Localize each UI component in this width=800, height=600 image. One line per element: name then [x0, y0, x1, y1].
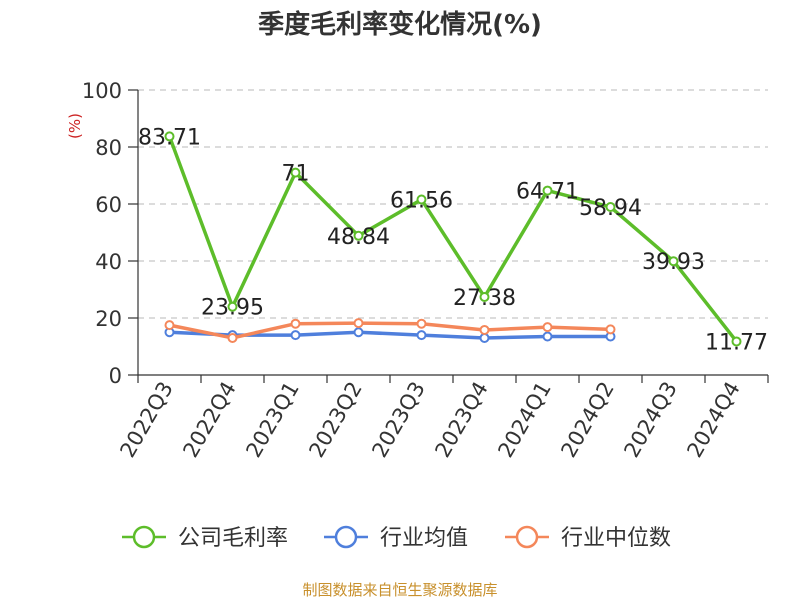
legend-swatch-marker — [334, 525, 358, 549]
data-label: 83.71 — [138, 125, 201, 150]
data-label: 61.56 — [390, 189, 453, 214]
series-line-0 — [167, 135, 738, 343]
x-tick-label: 2023Q2 — [304, 378, 366, 462]
data-point — [290, 330, 301, 341]
data-point — [353, 318, 364, 329]
data-point — [290, 318, 301, 329]
legend-swatch-marker — [132, 525, 156, 549]
y-tick-label: 80 — [95, 136, 122, 160]
legend-label: 公司毛利率 — [178, 526, 288, 551]
y-axis-title: (%) — [66, 113, 84, 139]
grid-lines — [138, 89, 768, 319]
x-tick-label: 2024Q1 — [493, 378, 555, 462]
data-label: 11.77 — [705, 330, 768, 355]
data-label: 48.84 — [327, 225, 390, 250]
legend-label: 行业均值 — [380, 526, 468, 551]
legend-label: 行业中位数 — [561, 526, 671, 551]
x-tick-label: 2024Q4 — [682, 378, 744, 462]
data-point — [416, 330, 427, 341]
x-tick-label: 2023Q1 — [241, 378, 303, 462]
data-point — [542, 331, 553, 342]
x-tick-label: 2023Q4 — [430, 378, 492, 462]
legend-swatch-marker — [515, 525, 539, 549]
legend: 公司毛利率 行业均值 行业中位数 — [122, 525, 671, 551]
x-tick-label: 2024Q2 — [556, 378, 618, 462]
data-point — [479, 324, 490, 335]
data-point — [353, 327, 364, 338]
data-point — [353, 230, 364, 241]
y-tick-label: 40 — [95, 250, 122, 274]
y-tick-label: 20 — [95, 307, 122, 331]
data-point — [605, 202, 616, 213]
data-point — [227, 332, 238, 343]
data-point — [542, 185, 553, 196]
data-point — [479, 291, 490, 302]
data-point — [164, 320, 175, 331]
data-point — [605, 324, 616, 335]
data-label: 58.94 — [579, 196, 642, 221]
data-label: 64.71 — [516, 180, 579, 205]
x-tick-label: 2022Q3 — [115, 378, 177, 462]
data-label: 39.93 — [642, 250, 705, 275]
data-point — [290, 167, 301, 178]
y-tick-label: 60 — [95, 193, 122, 217]
y-tick-label: 0 — [109, 364, 122, 388]
data-point — [416, 194, 427, 205]
x-tick-label: 2023Q3 — [367, 378, 429, 462]
x-tick-label: 2024Q3 — [619, 378, 681, 462]
series-line-2 — [169, 321, 611, 340]
data-label: 27.38 — [453, 286, 516, 311]
data-point — [227, 301, 238, 312]
data-label: 71 — [282, 162, 310, 187]
data-point — [479, 332, 490, 343]
source-note: 制图数据来自恒生聚源数据库 — [302, 581, 498, 599]
data-label: 23.95 — [201, 296, 264, 321]
data-point — [542, 322, 553, 333]
data-point — [731, 336, 742, 347]
data-point — [416, 318, 427, 329]
data-point — [164, 131, 175, 142]
series-lines — [164, 131, 742, 347]
data-point — [668, 256, 679, 267]
x-tick-label: 2022Q4 — [178, 378, 240, 462]
y-tick-label: 100 — [82, 79, 122, 103]
chart-title: 季度毛利率变化情况(%) — [258, 10, 542, 40]
